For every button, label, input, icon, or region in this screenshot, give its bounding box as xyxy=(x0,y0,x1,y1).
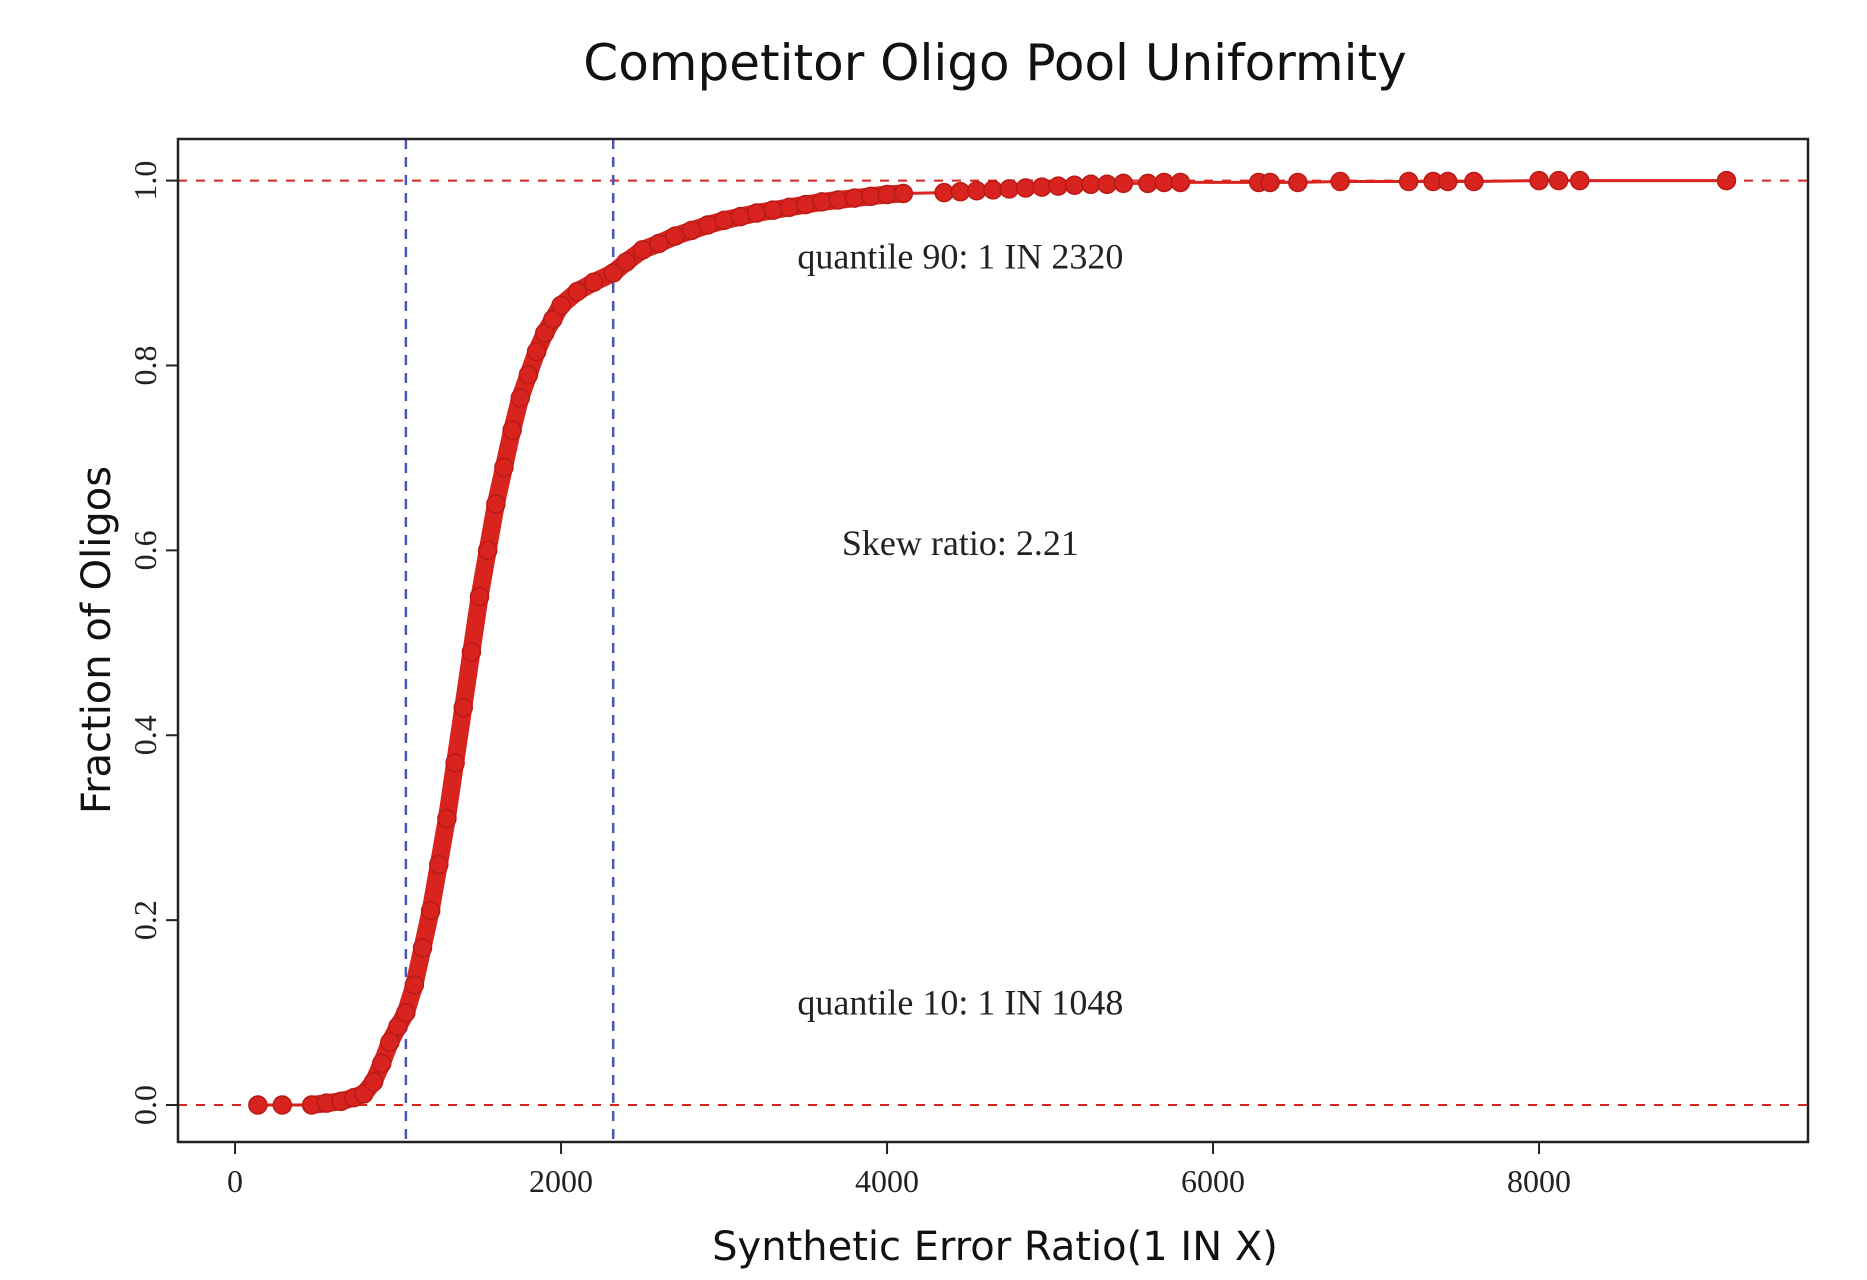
data-point xyxy=(934,182,954,203)
x-tick-label: 2000 xyxy=(529,1163,593,1199)
data-point xyxy=(893,183,914,204)
data-point xyxy=(1064,175,1085,195)
data-point xyxy=(1154,172,1174,193)
data-point xyxy=(616,252,636,272)
x-tick-label: 6000 xyxy=(1181,1163,1245,1199)
data-point xyxy=(746,203,767,223)
data-point xyxy=(486,494,506,514)
data-point xyxy=(1570,170,1590,191)
data-point xyxy=(1398,171,1419,192)
data-point xyxy=(477,540,498,561)
x-axis-label: Synthetic Error Ratio(1 IN X) xyxy=(712,1224,1278,1270)
data-point xyxy=(1438,171,1458,192)
data-point xyxy=(844,188,865,208)
data-point xyxy=(632,240,653,260)
y-tick-label: 0.8 xyxy=(127,345,163,385)
data-point xyxy=(649,233,669,254)
data-point xyxy=(1716,170,1737,191)
data-point xyxy=(461,642,482,662)
data-point xyxy=(502,420,522,440)
chart-title: Competitor Oligo Pool Uniformity xyxy=(583,34,1406,92)
data-point xyxy=(1138,173,1158,194)
data-point xyxy=(950,181,971,202)
data-point xyxy=(567,281,588,302)
data-point xyxy=(1015,178,1036,198)
y-tick-label: 0.0 xyxy=(127,1085,163,1125)
data-point xyxy=(665,226,685,246)
data-point xyxy=(404,975,425,995)
x-tick-label: 0 xyxy=(227,1163,243,1199)
data-point xyxy=(420,901,441,921)
data-point xyxy=(1048,176,1068,196)
data-point xyxy=(510,388,531,408)
y-tick-label: 1.0 xyxy=(127,161,163,201)
data-point xyxy=(999,179,1020,199)
plot-frame xyxy=(176,137,1810,1144)
data-point xyxy=(812,192,832,212)
data-point xyxy=(698,215,718,235)
data-point xyxy=(1288,172,1308,193)
data-point xyxy=(551,295,571,316)
y-tick-label: 0.2 xyxy=(127,900,163,940)
data-point xyxy=(1113,173,1134,194)
series-dense-band xyxy=(302,184,913,1114)
y-tick-label: 0.4 xyxy=(127,715,163,755)
data-point xyxy=(583,272,604,293)
data-point xyxy=(437,808,457,829)
data-point xyxy=(1097,174,1117,195)
x-tick-label: 4000 xyxy=(855,1163,919,1199)
data-point xyxy=(1529,170,1549,191)
annotation-text: quantile 10: 1 IN 1048 xyxy=(797,982,1123,1022)
data-point xyxy=(526,341,547,362)
data-point xyxy=(1464,171,1484,192)
data-point xyxy=(877,184,897,205)
data-point xyxy=(248,1095,268,1115)
data-point xyxy=(730,206,751,227)
data-point xyxy=(469,586,490,607)
data-point xyxy=(714,210,734,231)
data-point xyxy=(861,186,881,207)
plot-area xyxy=(178,139,1808,1142)
data-point xyxy=(453,697,473,718)
data-point xyxy=(429,854,449,875)
annotation-text: quantile 90: 1 IN 2320 xyxy=(797,236,1123,276)
data-point xyxy=(1330,171,1350,192)
data-point xyxy=(1032,177,1052,197)
data-point xyxy=(272,1095,293,1115)
annotation-text: Skew ratio: 2.21 xyxy=(842,523,1079,563)
data-point xyxy=(445,753,465,773)
data-point xyxy=(681,220,702,241)
data-point xyxy=(412,938,433,958)
data-point xyxy=(828,190,848,210)
data-point xyxy=(380,1032,400,1052)
data-point xyxy=(983,180,1003,200)
data-point xyxy=(1548,170,1569,191)
x-tick-label: 8000 xyxy=(1507,1163,1571,1199)
data-point xyxy=(1170,172,1191,193)
data-point xyxy=(363,1072,384,1092)
data-point xyxy=(603,263,623,283)
data-point xyxy=(1260,172,1280,193)
data-point xyxy=(372,1053,392,1074)
data-point xyxy=(1081,174,1101,195)
data-point xyxy=(763,200,783,220)
data-point xyxy=(779,197,799,218)
data-point xyxy=(518,364,539,385)
data-point xyxy=(966,181,987,201)
y-axis-label: Fraction of Oligos xyxy=(74,466,120,814)
data-point xyxy=(494,457,514,477)
data-point xyxy=(795,194,816,215)
data-point xyxy=(396,1002,416,1023)
y-tick-label: 0.6 xyxy=(127,530,163,570)
